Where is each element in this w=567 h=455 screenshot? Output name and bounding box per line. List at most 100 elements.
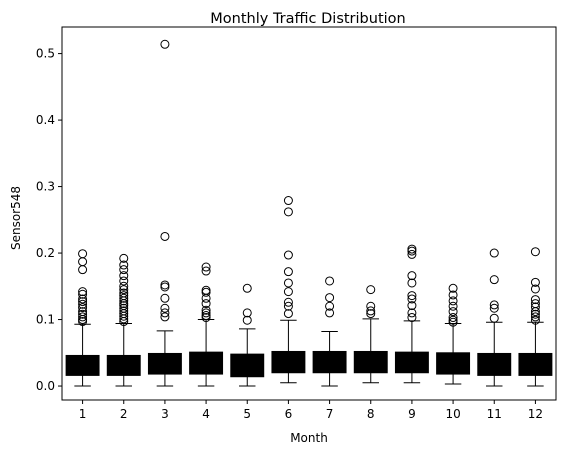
outlier-point: [201, 305, 211, 315]
outlier-point: [530, 247, 540, 257]
y-tick-label: 0.1: [36, 313, 55, 327]
outlier-point: [119, 253, 129, 263]
outlier-point: [283, 278, 293, 288]
outlier-point: [119, 288, 129, 298]
outlier-point: [448, 283, 458, 293]
box-iqr: [230, 353, 265, 378]
plot-area: [65, 39, 553, 387]
outlier-point: [119, 293, 129, 303]
x-tick-label: 5: [243, 407, 251, 421]
outlier-point: [489, 275, 499, 285]
outlier-point: [242, 308, 252, 318]
outlier-point: [366, 285, 376, 295]
box-month-7: [312, 276, 347, 387]
box-iqr: [106, 354, 141, 376]
outlier-point: [489, 248, 499, 258]
outlier-point: [325, 293, 335, 303]
outlier-point: [530, 295, 540, 305]
outlier-point: [366, 306, 376, 316]
outlier-point: [407, 291, 417, 301]
x-tick-label: 4: [202, 407, 210, 421]
box-iqr: [271, 350, 306, 374]
outlier-point: [201, 299, 211, 309]
outlier-point: [78, 299, 88, 309]
outlier-point: [78, 303, 88, 313]
box-iqr: [477, 352, 512, 376]
y-tick-label: 0.3: [36, 180, 55, 194]
outlier-point: [119, 260, 129, 270]
x-tick-label: 12: [528, 407, 543, 421]
outlier-point: [119, 285, 129, 295]
y-tick-label: 0.2: [36, 246, 55, 260]
outlier-point: [242, 315, 252, 325]
x-tick-label: 10: [445, 407, 460, 421]
y-tick-label: 0.4: [36, 113, 55, 127]
box-month-8: [353, 285, 388, 384]
outlier-point: [530, 299, 540, 309]
outlier-point: [283, 207, 293, 217]
box-month-2: [106, 253, 141, 387]
outlier-point: [78, 287, 88, 297]
box-month-10: [436, 283, 471, 385]
outlier-point: [119, 291, 129, 301]
outlier-point: [78, 289, 88, 299]
box-month-5: [230, 283, 265, 387]
outlier-point: [119, 276, 129, 286]
y-tick-label: 0.5: [36, 47, 55, 61]
outlier-point: [283, 196, 293, 206]
box-iqr: [189, 351, 224, 375]
x-tick-label: 9: [408, 407, 416, 421]
outlier-point: [201, 262, 211, 272]
outlier-point: [407, 301, 417, 311]
outlier-point: [489, 300, 499, 310]
outlier-point: [119, 303, 129, 313]
outlier-point: [78, 297, 88, 307]
box-iqr: [147, 352, 182, 375]
x-axis-label: Month: [290, 431, 328, 445]
x-tick-label: 2: [120, 407, 128, 421]
outlier-point: [78, 249, 88, 259]
outlier-point: [283, 301, 293, 311]
outlier-point: [489, 313, 499, 323]
x-tick-label: 11: [487, 407, 502, 421]
outlier-point: [78, 294, 88, 304]
x-tick-label: 3: [161, 407, 169, 421]
box-month-1: [65, 249, 100, 387]
axes-frame: [61, 26, 557, 401]
outlier-point: [407, 249, 417, 259]
outlier-point: [78, 307, 88, 317]
box-month-11: [477, 248, 512, 387]
outlier-point: [283, 250, 293, 260]
outlier-point: [160, 231, 170, 241]
outlier-point: [489, 303, 499, 313]
outlier-point: [201, 285, 211, 295]
box-iqr: [518, 352, 553, 376]
outlier-point: [201, 311, 211, 321]
box-month-9: [394, 244, 429, 384]
box-iqr: [312, 350, 347, 374]
outlier-point: [160, 303, 170, 313]
outlier-point: [448, 313, 458, 323]
outlier-point: [283, 267, 293, 277]
outlier-point: [530, 277, 540, 287]
chart-title: Monthly Traffic Distribution: [210, 11, 405, 27]
outlier-point: [448, 290, 458, 300]
outlier-point: [530, 284, 540, 294]
outlier-point: [160, 308, 170, 318]
outlier-point: [78, 312, 88, 322]
outlier-point: [160, 312, 170, 322]
outlier-point: [325, 308, 335, 318]
outlier-point: [325, 301, 335, 311]
outlier-point: [119, 271, 129, 281]
outlier-point: [283, 309, 293, 319]
box-iqr: [436, 352, 471, 375]
box-month-3: [147, 39, 182, 387]
outlier-point: [160, 293, 170, 303]
outlier-point: [283, 297, 293, 307]
outlier-point: [283, 287, 293, 297]
outlier-point: [119, 306, 129, 316]
x-tick-label: 1: [79, 407, 87, 421]
outlier-point: [407, 294, 417, 304]
outlier-point: [407, 271, 417, 281]
